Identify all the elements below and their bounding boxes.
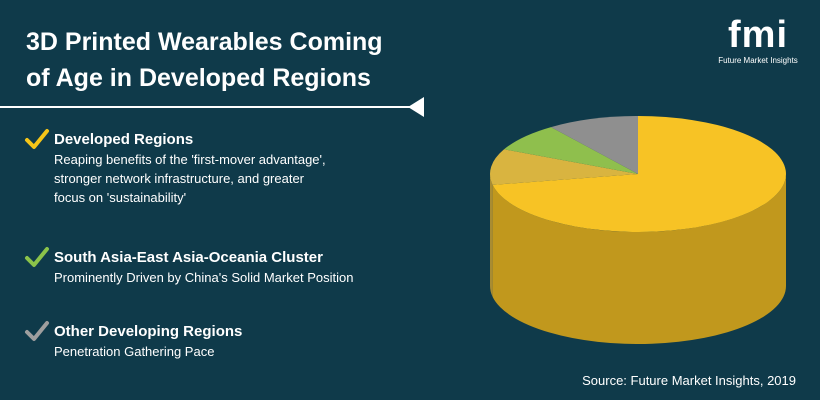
legend-item-title: Developed Regions [54,131,194,148]
legend-item-developed: Developed Regions Reaping benefits of th… [25,129,444,207]
legend-item-title: Other Developing Regions [54,323,243,340]
logo-tagline: Future Market Insights [718,56,798,65]
legend-item-desc: Penetration Gathering Pace [54,344,215,359]
legend-item-desc: stronger network infrastructure, and gre… [54,171,305,186]
pie-slice [551,116,638,174]
source-note: Source: Future Market Insights, 2019 [582,373,796,388]
legend-item-title: South Asia-East Asia-Oceania Cluster [54,249,323,266]
title-line-2: of Age in Developed Regions [26,64,371,92]
pie-side-wall [492,174,786,344]
legend-item-apac-cluster: South Asia-East Asia-Oceania Cluster Pro… [25,247,444,287]
fmi-logo: fmi Future Market Insights [716,16,800,65]
page-title: 3D Printed Wearables Coming of Age in De… [26,24,383,96]
title-pointer-arrow [408,97,424,117]
pie-slice [492,116,786,232]
title-underline [0,106,410,108]
legend-item-desc: Reaping benefits of the 'first-mover adv… [54,152,326,167]
checkmark-icon [25,129,49,149]
legend-item-desc: focus on 'sustainability' [54,190,187,205]
pie-slice [490,149,638,185]
logo-mark: fmi [728,14,788,56]
pie-side-wall [490,174,493,297]
legend-item-desc: Prominently Driven by China's Solid Mark… [54,270,354,285]
checkmark-icon [25,247,49,267]
checkmark-icon [25,321,49,341]
pie-chart [490,116,786,344]
pie-slice [504,127,638,174]
title-line-1: 3D Printed Wearables Coming [26,28,383,56]
legend-item-other-developing: Other Developing Regions Penetration Gat… [25,321,444,361]
